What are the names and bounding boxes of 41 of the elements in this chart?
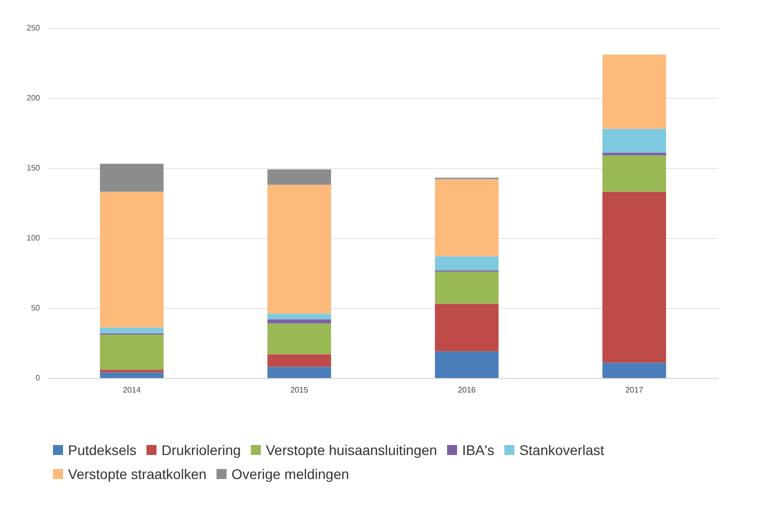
legend-label: Drukriolering [161, 442, 241, 458]
bar [100, 328, 164, 334]
bar [100, 334, 164, 370]
bar [267, 184, 332, 314]
bar [267, 169, 332, 185]
bar [267, 314, 332, 320]
legend-label: Overige meldingen [232, 466, 350, 482]
y-tick-label: 100 [26, 234, 41, 242]
bar [602, 192, 666, 363]
bar [100, 164, 164, 192]
x-tick-label: 2016 [458, 386, 476, 394]
bar [434, 272, 499, 304]
bar [434, 179, 499, 256]
bar [434, 351, 499, 378]
y-tick-label: 150 [26, 164, 41, 172]
bar [602, 155, 666, 192]
y-tick-label: 0 [36, 374, 41, 382]
y-tick-label: 250 [26, 24, 41, 32]
y-tick-label: 200 [26, 94, 41, 102]
bar [602, 152, 666, 156]
x-tick-label: 2014 [122, 386, 142, 394]
legend-label: Stankoverlast [519, 442, 604, 458]
bar [100, 370, 164, 372]
legend-label: Verstopte huisaansluitingen [266, 442, 438, 458]
bar [267, 319, 332, 324]
bar [267, 366, 332, 378]
bar [100, 372, 164, 378]
legend-label: IBA's [462, 442, 494, 458]
y-tick-label: 50 [31, 304, 41, 312]
legend-label: Verstopte straatkolken [68, 466, 207, 482]
bar [267, 323, 332, 354]
bar [602, 362, 666, 378]
x-tick-label: 2015 [290, 386, 309, 394]
bar [267, 354, 332, 367]
bar [602, 128, 666, 153]
bar [100, 192, 164, 328]
bar [434, 256, 499, 270]
bar [602, 54, 666, 129]
x-tick-label: 2017 [625, 386, 644, 394]
bar [434, 304, 499, 352]
legend-label: Putdeksels [68, 442, 136, 458]
